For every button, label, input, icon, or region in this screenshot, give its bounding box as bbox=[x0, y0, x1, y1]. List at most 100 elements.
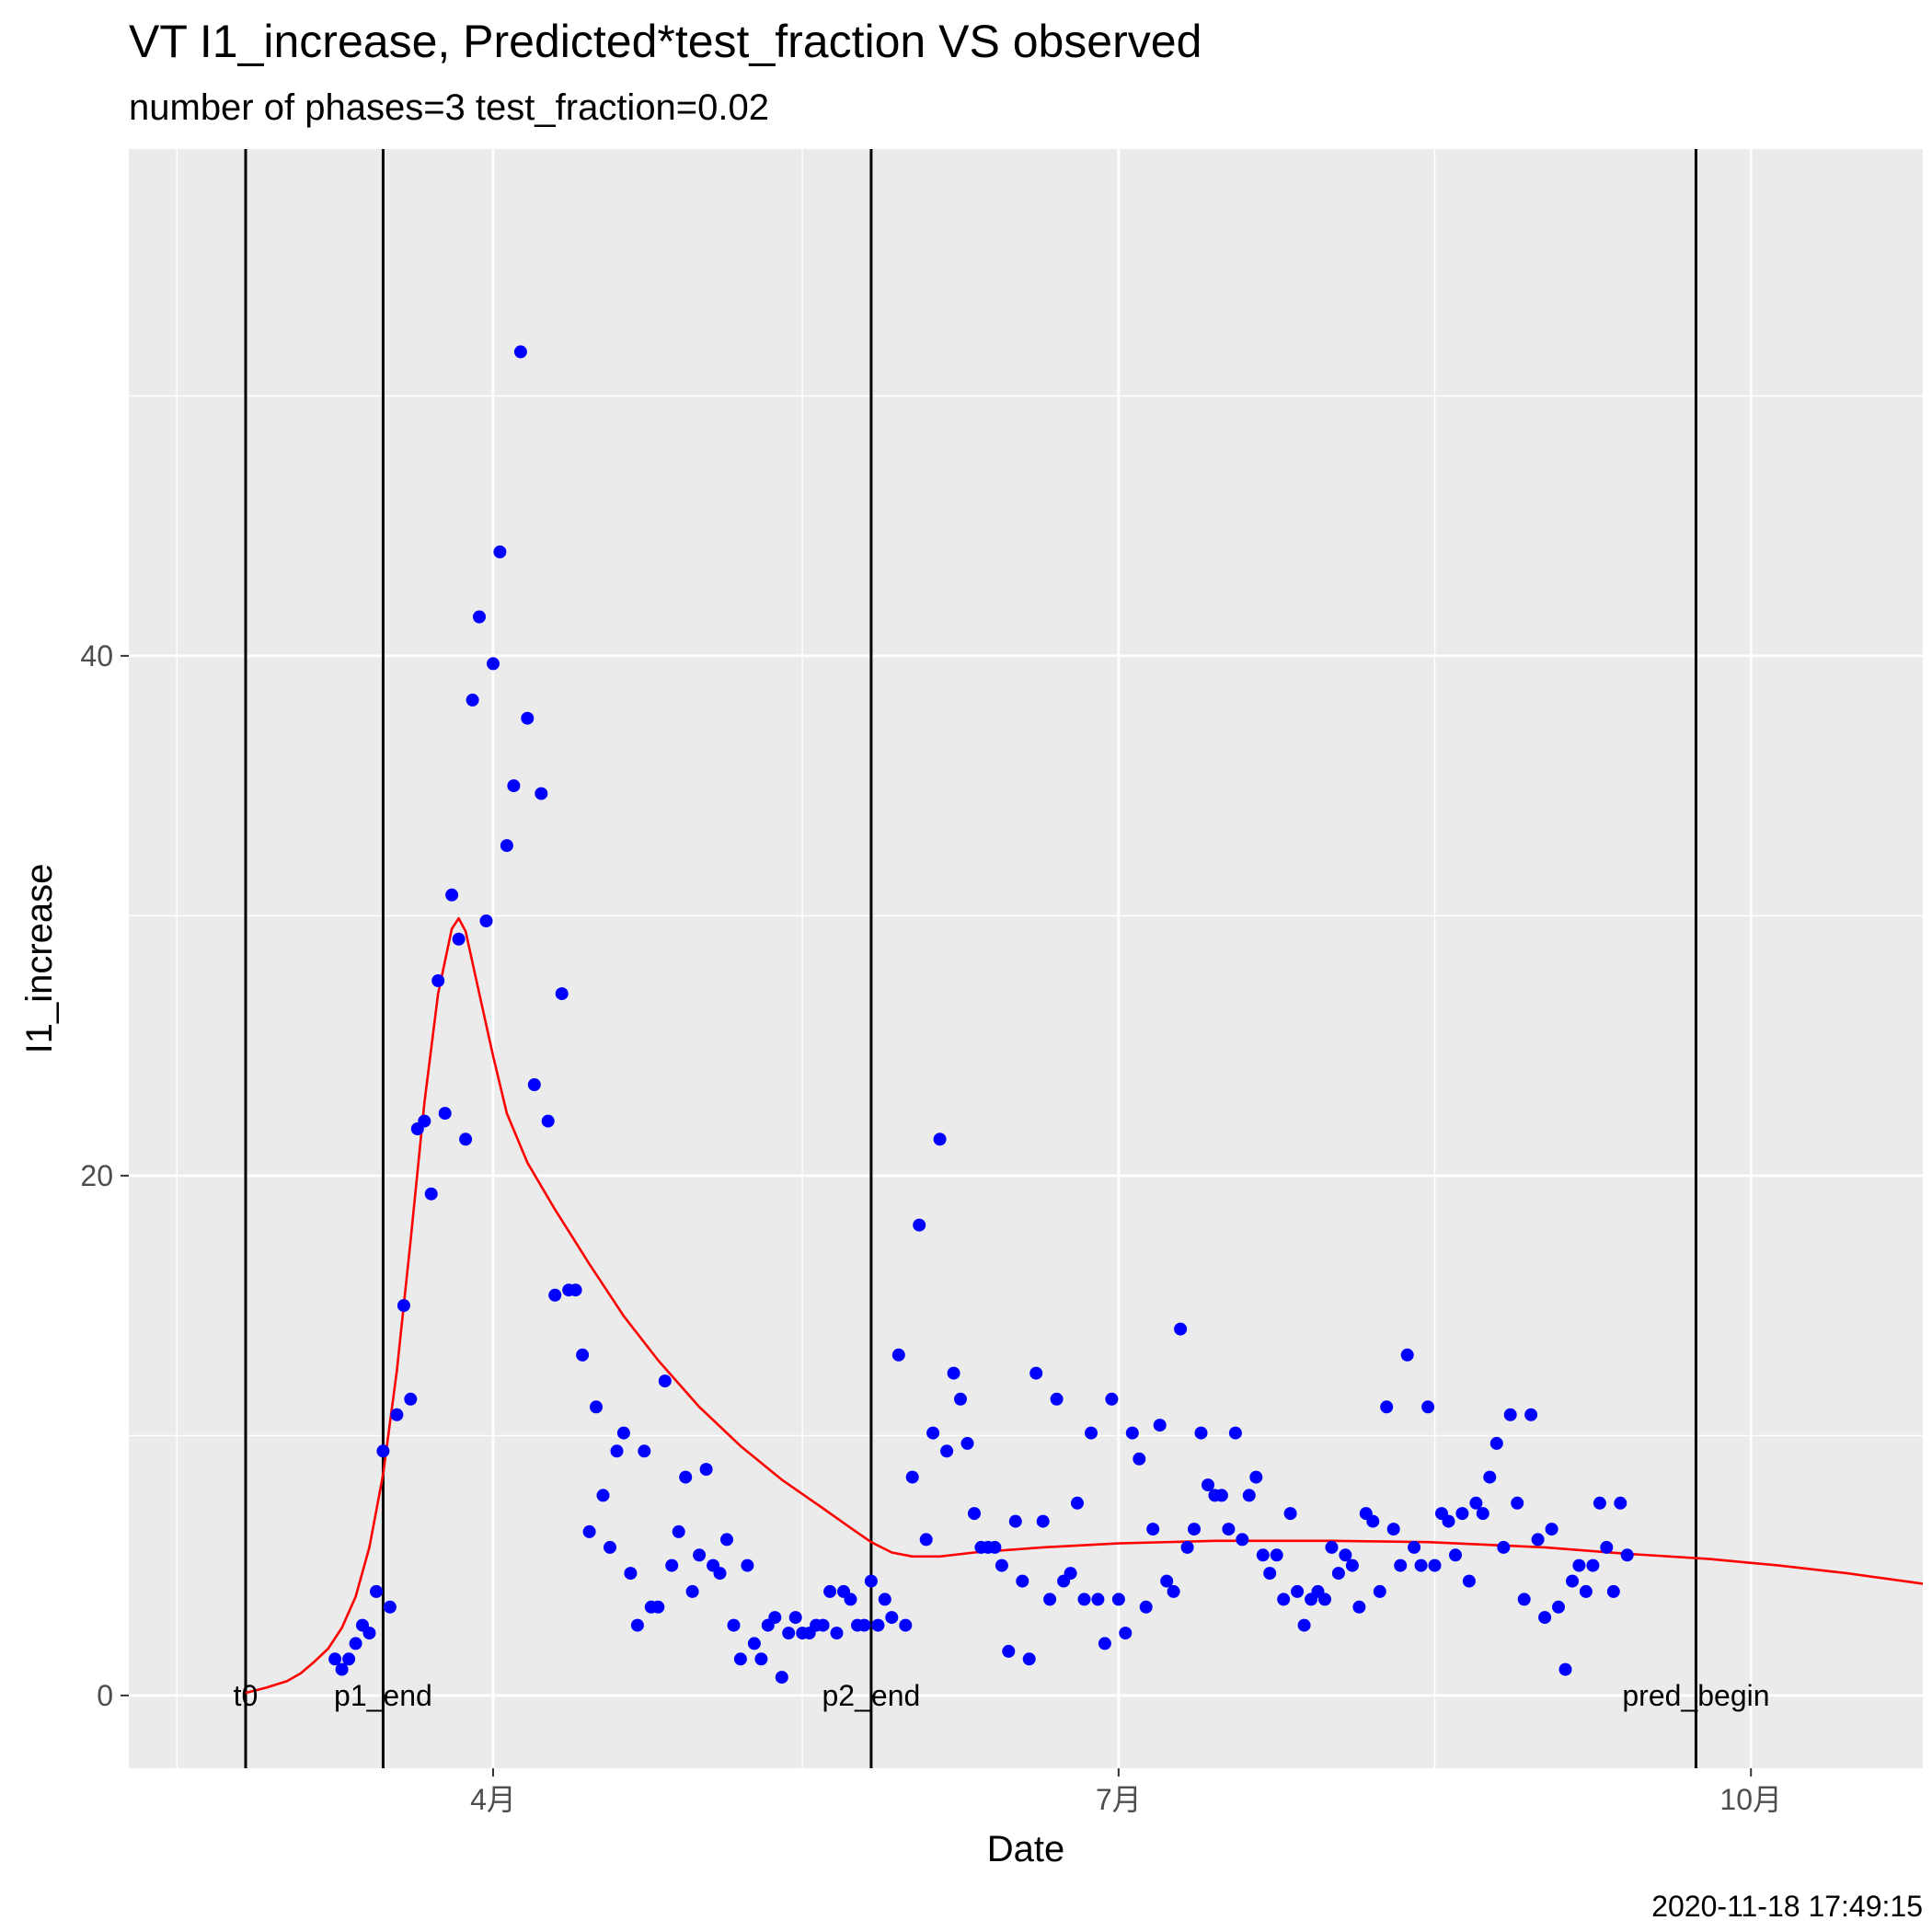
observed-point bbox=[891, 1348, 905, 1362]
observed-point bbox=[1428, 1558, 1442, 1572]
observed-point bbox=[1462, 1574, 1476, 1588]
predicted-series bbox=[245, 916, 1924, 1695]
observed-point bbox=[658, 1374, 672, 1388]
observed-point bbox=[438, 1107, 452, 1121]
observed-point bbox=[926, 1426, 940, 1440]
observed-point bbox=[782, 1627, 796, 1640]
observed-point bbox=[1614, 1496, 1627, 1510]
observed-point bbox=[1256, 1548, 1270, 1562]
observed-point bbox=[604, 1540, 616, 1554]
observed-point bbox=[1105, 1392, 1119, 1406]
observed-point bbox=[1394, 1558, 1408, 1572]
y-tick-label: 0 bbox=[97, 1679, 113, 1712]
observed-point bbox=[871, 1618, 885, 1632]
observed-point bbox=[376, 1444, 390, 1458]
predicted-line bbox=[245, 916, 1924, 1695]
observed-point bbox=[1085, 1426, 1098, 1440]
observed-point bbox=[1352, 1600, 1366, 1614]
observed-point bbox=[638, 1444, 651, 1458]
observed-point bbox=[1517, 1593, 1531, 1606]
observed-point bbox=[452, 932, 466, 946]
observed-point bbox=[672, 1524, 685, 1538]
observed-point bbox=[1606, 1584, 1620, 1598]
observed-point bbox=[857, 1618, 871, 1632]
observed-point bbox=[940, 1444, 954, 1458]
observed-point bbox=[1421, 1400, 1435, 1414]
observed-point bbox=[1008, 1514, 1022, 1528]
observed-point bbox=[513, 345, 527, 359]
observed-point bbox=[651, 1600, 665, 1614]
observed-point bbox=[733, 1652, 747, 1666]
observed-point bbox=[541, 1114, 555, 1128]
observed-point bbox=[830, 1627, 844, 1640]
observed-point bbox=[1222, 1523, 1236, 1536]
minor-gridlines bbox=[129, 149, 1923, 1768]
observed-point bbox=[1167, 1584, 1180, 1598]
observed-point bbox=[1180, 1540, 1194, 1554]
observed-point bbox=[768, 1611, 782, 1625]
observed-point bbox=[919, 1533, 933, 1547]
observed-point bbox=[1297, 1618, 1311, 1632]
observed-point bbox=[1572, 1558, 1586, 1572]
observed-point bbox=[788, 1611, 802, 1625]
observed-point bbox=[1050, 1392, 1064, 1406]
phase-line-label: pred_begin bbox=[1622, 1679, 1769, 1712]
observed-point bbox=[741, 1558, 754, 1572]
observed-point bbox=[713, 1567, 727, 1581]
observed-point bbox=[1236, 1533, 1249, 1547]
major-gridlines bbox=[129, 149, 1923, 1768]
observed-point bbox=[1111, 1593, 1125, 1606]
observed-point bbox=[1318, 1593, 1331, 1606]
x-tick-label: 10月 bbox=[1719, 1783, 1782, 1816]
observed-point bbox=[1586, 1558, 1600, 1572]
chart-subtitle: number of phases=3 test_fraction=0.02 bbox=[129, 87, 769, 128]
observed-point bbox=[1146, 1523, 1160, 1536]
observed-point bbox=[747, 1637, 761, 1650]
observed-point bbox=[878, 1593, 891, 1606]
observed-point bbox=[1552, 1600, 1565, 1614]
observed-point bbox=[342, 1652, 356, 1666]
observed-point bbox=[1373, 1584, 1386, 1598]
phase-line-label: p1_end bbox=[334, 1679, 432, 1712]
observed-point bbox=[521, 711, 535, 725]
observed-point bbox=[582, 1524, 596, 1538]
observed-point bbox=[383, 1600, 397, 1614]
observed-point bbox=[693, 1548, 707, 1562]
observed-point bbox=[624, 1567, 638, 1581]
observed-point bbox=[555, 987, 569, 1001]
observed-point bbox=[1174, 1322, 1188, 1336]
observed-point bbox=[1579, 1584, 1593, 1598]
x-axis: 4月 7月 10月 bbox=[470, 1768, 1782, 1816]
observed-point bbox=[1566, 1574, 1579, 1588]
phase-line-label: p2_end bbox=[822, 1679, 921, 1712]
chart-title: VT I1_increase, Predicted*test_fraction … bbox=[129, 16, 1202, 67]
observed-point bbox=[933, 1133, 947, 1146]
y-tick-label: 40 bbox=[80, 639, 113, 673]
observed-point bbox=[1483, 1470, 1497, 1484]
observed-point bbox=[466, 693, 479, 707]
observed-point bbox=[1249, 1470, 1263, 1484]
observed-point bbox=[1153, 1419, 1167, 1432]
observed-point bbox=[1071, 1496, 1084, 1510]
observed-point bbox=[823, 1584, 837, 1598]
observed-point bbox=[1339, 1548, 1352, 1562]
observed-point bbox=[960, 1436, 974, 1450]
observed-point bbox=[1386, 1523, 1400, 1536]
observed-point bbox=[699, 1463, 713, 1477]
observed-point bbox=[1414, 1558, 1428, 1572]
observed-point bbox=[507, 779, 521, 793]
observed-point bbox=[548, 1288, 562, 1302]
observed-point bbox=[527, 1078, 541, 1091]
observed-point bbox=[1497, 1540, 1511, 1554]
observed-point bbox=[1524, 1408, 1538, 1421]
observed-point bbox=[913, 1218, 926, 1232]
observed-point bbox=[328, 1652, 342, 1666]
observed-point bbox=[1214, 1489, 1228, 1502]
observed-point bbox=[995, 1558, 1008, 1572]
observed-point bbox=[1489, 1436, 1503, 1450]
observed-point bbox=[1400, 1348, 1414, 1362]
observed-point bbox=[947, 1366, 960, 1380]
observed-point bbox=[1029, 1366, 1043, 1380]
observed-point bbox=[1442, 1514, 1455, 1528]
